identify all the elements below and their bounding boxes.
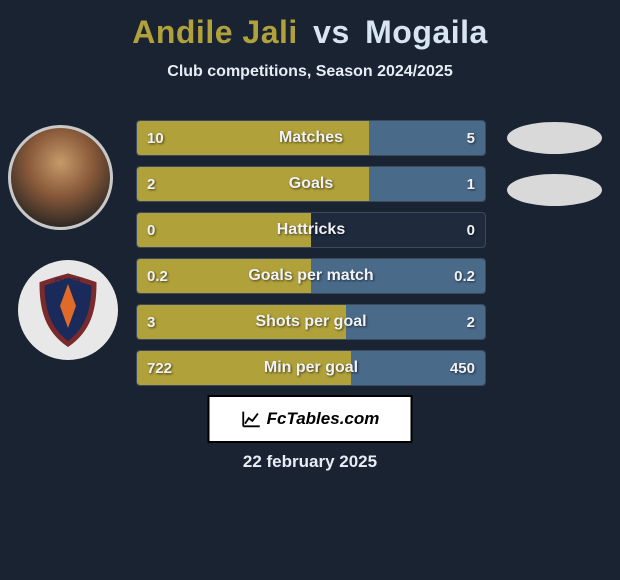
stat-value-left: 3	[147, 305, 155, 339]
subtitle: Club competitions, Season 2024/2025	[0, 63, 620, 81]
stat-value-right: 5	[467, 121, 475, 155]
stat-value-left: 10	[147, 121, 164, 155]
stat-value-right: 0	[467, 213, 475, 247]
stat-row: 722450Min per goal	[136, 350, 486, 386]
stat-value-right: 0.2	[454, 259, 475, 293]
player1-avatar	[8, 125, 113, 230]
stats-bars: 105Matches21Goals00Hattricks0.20.2Goals …	[136, 120, 486, 396]
stat-bar-right	[346, 305, 485, 339]
source-text: FcTables.com	[267, 409, 380, 429]
stat-row: 21Goals	[136, 166, 486, 202]
player1-club-badge: CHIPPA	[18, 260, 118, 360]
player2-avatar-placeholder-1	[507, 122, 602, 154]
stat-row: 105Matches	[136, 120, 486, 156]
date-label: 22 february 2025	[0, 452, 620, 472]
club-crest-icon: CHIPPA	[28, 270, 108, 350]
stat-value-right: 450	[450, 351, 475, 385]
source-badge: FcTables.com	[208, 395, 413, 443]
stat-bar-left	[137, 305, 346, 339]
badge-text: CHIPPA	[55, 278, 81, 285]
stat-value-right: 1	[467, 167, 475, 201]
stat-row: 0.20.2Goals per match	[136, 258, 486, 294]
stat-row: 32Shots per goal	[136, 304, 486, 340]
stat-bar-left	[137, 167, 369, 201]
stat-bar-left	[137, 121, 369, 155]
comparison-title: Andile Jali vs Mogaila	[0, 0, 620, 51]
vs-label: vs	[313, 14, 350, 50]
player1-name: Andile Jali	[132, 14, 298, 50]
stat-value-left: 0	[147, 213, 155, 247]
stat-value-left: 722	[147, 351, 172, 385]
stat-bar-left	[137, 213, 311, 247]
player2-avatar-placeholder-2	[507, 174, 602, 206]
player2-name: Mogaila	[365, 14, 488, 50]
chart-icon	[241, 408, 263, 430]
stat-row: 00Hattricks	[136, 212, 486, 248]
stat-value-right: 2	[467, 305, 475, 339]
stat-value-left: 0.2	[147, 259, 168, 293]
stat-value-left: 2	[147, 167, 155, 201]
